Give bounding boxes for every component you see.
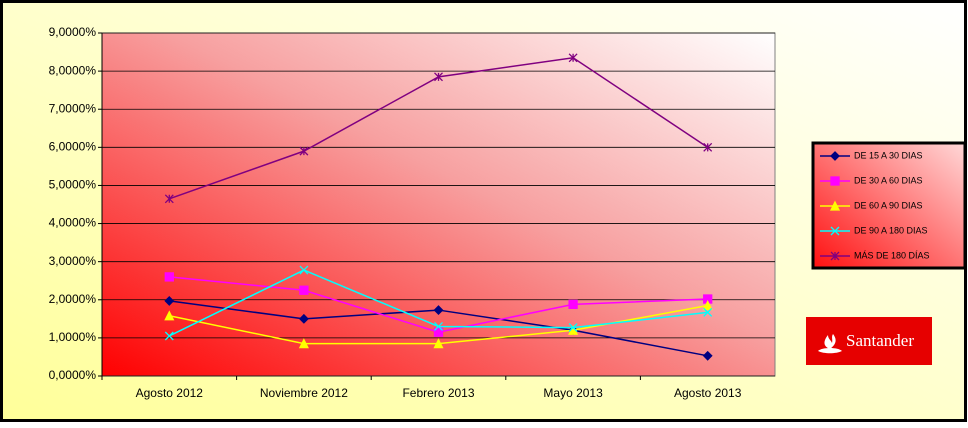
marker: [830, 226, 840, 236]
marker: [568, 53, 578, 63]
marker: [568, 299, 578, 310]
marker: [702, 300, 713, 311]
logo-flame: [818, 334, 842, 354]
marker: [298, 338, 309, 349]
plot-area: [101, 32, 776, 377]
marker: [433, 338, 444, 349]
legend-label: MÁS DE 180 DÍAS: [854, 250, 930, 260]
y-tick-label: 2,0000%: [49, 292, 97, 306]
marker: [703, 142, 713, 152]
legend-label: DE 15 A 30 DIAS: [854, 150, 923, 160]
marker: [164, 310, 175, 321]
y-tick-label: 6,0000%: [49, 140, 97, 154]
marker: [702, 350, 713, 361]
y-tick-label: 4,0000%: [49, 216, 97, 230]
y-tick-label: 9,0000%: [49, 25, 97, 39]
marker: [164, 272, 174, 282]
marker: [703, 307, 713, 317]
x-tick-label: Agosto 2013: [674, 386, 742, 400]
marker: [830, 251, 840, 261]
marker: [164, 194, 174, 204]
logo: Santander: [806, 317, 932, 365]
x-tick-label: Mayo 2013: [543, 386, 603, 400]
marker: [299, 265, 309, 275]
marker: [829, 200, 841, 211]
marker: [434, 72, 443, 82]
x-tick-label: Agosto 2012: [136, 386, 204, 400]
x-tick-label: Noviembre 2012: [260, 386, 348, 400]
y-tick-label: 0,0000%: [49, 368, 97, 382]
marker: [568, 323, 578, 333]
logo-text: Santander: [846, 331, 914, 350]
marker: [164, 331, 174, 341]
x-tick-label: Febrero 2013: [402, 386, 474, 400]
y-tick-label: 7,0000%: [49, 101, 97, 115]
y-tick-label: 1,0000%: [49, 330, 97, 344]
y-tick-label: 3,0000%: [49, 254, 97, 268]
marker: [830, 151, 840, 161]
marker: [299, 285, 309, 295]
marker: [298, 313, 309, 324]
legend-label: DE 30 A 60 DIAS: [854, 175, 923, 185]
marker: [164, 296, 175, 306]
legend-label: DE 90 A 180 DIAS: [854, 225, 928, 235]
y-tick-label: 5,0000%: [49, 178, 97, 192]
marker: [299, 146, 309, 156]
y-tick-label: 8,0000%: [49, 63, 97, 77]
marker: [434, 321, 443, 331]
marker: [830, 176, 840, 186]
marker: [433, 327, 444, 337]
marker: [433, 305, 444, 315]
legend-label: DE 60 A 90 DIAS: [854, 200, 923, 210]
